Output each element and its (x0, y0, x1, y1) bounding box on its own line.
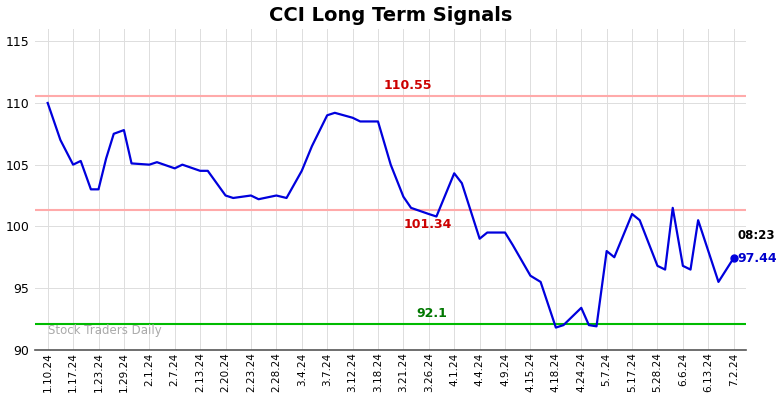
Text: 110.55: 110.55 (383, 79, 431, 92)
Text: Stock Traders Daily: Stock Traders Daily (48, 324, 162, 337)
Text: 97.44: 97.44 (738, 252, 777, 265)
Text: 101.34: 101.34 (404, 219, 452, 231)
Text: 92.1: 92.1 (416, 307, 447, 320)
Title: CCI Long Term Signals: CCI Long Term Signals (269, 6, 513, 25)
Text: 08:23: 08:23 (738, 229, 775, 242)
